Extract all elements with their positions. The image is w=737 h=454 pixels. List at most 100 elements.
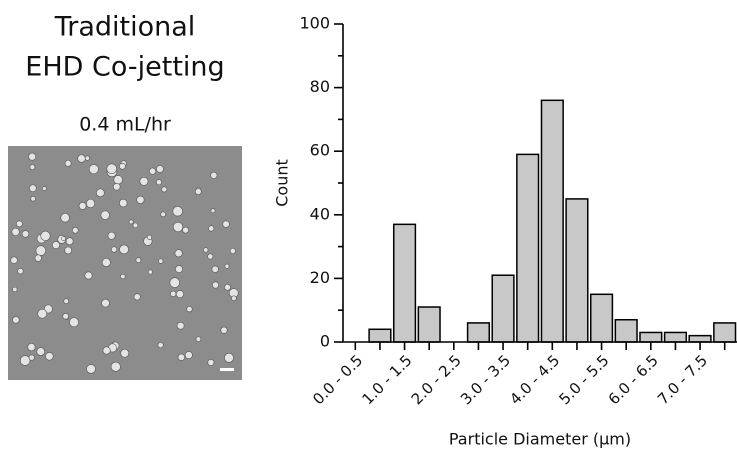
particle (224, 352, 234, 363)
x-tick-label: 2.0 - 2.5 (408, 351, 465, 408)
particle (61, 236, 66, 241)
y-tick-label: 20 (310, 268, 330, 287)
particle (36, 347, 45, 356)
particle (60, 213, 70, 223)
particle (155, 179, 162, 186)
particle (110, 246, 118, 253)
particle (86, 364, 96, 374)
bar (639, 331, 663, 343)
particle (11, 227, 20, 236)
panel-title-line: EHD Co-jetting (25, 52, 224, 83)
particle (40, 230, 51, 241)
particle (107, 231, 116, 240)
particle (112, 183, 121, 191)
x-tick-label: 6.0 - 6.5 (605, 351, 662, 408)
particle (113, 175, 123, 185)
x-tick-label: 0.0 - 0.5 (309, 351, 366, 408)
particle (220, 326, 228, 334)
particle (35, 245, 46, 256)
particle (169, 277, 180, 288)
particle (195, 336, 202, 342)
particle (19, 355, 31, 366)
bar (614, 318, 638, 343)
particle (69, 317, 79, 328)
particle (172, 221, 184, 233)
x-tick-label: 1.0 - 1.5 (359, 351, 416, 408)
particle (29, 184, 37, 192)
bar (516, 153, 540, 343)
panel-caption: 0.4 mL/hr (79, 114, 171, 136)
particle (27, 343, 36, 352)
particle (101, 258, 111, 267)
particle (174, 249, 183, 258)
particle (119, 198, 128, 208)
bar (491, 274, 515, 343)
particle (182, 226, 189, 234)
particle (100, 210, 110, 220)
y-axis-label: Count (273, 159, 292, 207)
particle (120, 273, 126, 280)
sem-image (8, 146, 242, 380)
particle (84, 271, 93, 280)
particle (212, 281, 219, 289)
particle (177, 353, 186, 361)
particle (62, 313, 69, 320)
particle (176, 321, 185, 330)
x-tick-label: 3.0 - 3.5 (457, 351, 514, 408)
bar (589, 293, 614, 343)
particle (86, 198, 96, 208)
particle (96, 188, 105, 198)
particle (229, 247, 236, 254)
y-tick-label: 0 (320, 332, 330, 351)
particle (64, 159, 72, 167)
particle (184, 351, 193, 360)
y-tick-label: 40 (310, 204, 330, 223)
particle (45, 352, 54, 361)
particle (101, 298, 110, 308)
particle (208, 225, 215, 232)
particle (172, 206, 183, 217)
particle (156, 165, 164, 173)
particle (161, 186, 168, 193)
particle (29, 164, 36, 171)
particle (136, 195, 145, 204)
particle (224, 263, 230, 269)
particle (194, 188, 202, 195)
particle (34, 254, 42, 262)
particle (135, 257, 142, 263)
particle (175, 265, 183, 273)
particle (77, 154, 86, 163)
particle (175, 290, 184, 299)
particle (15, 220, 23, 228)
particle (211, 265, 219, 273)
particle (12, 316, 20, 324)
particle (146, 234, 153, 240)
particle (21, 230, 30, 238)
panel-title-line: Traditional (54, 12, 196, 43)
particle (102, 346, 111, 355)
y-tick-label: 60 (310, 141, 330, 160)
particle (88, 164, 99, 175)
particle (106, 163, 117, 174)
x-axis-label: Particle Diameter (μm) (449, 430, 631, 449)
y-tick-label: 80 (310, 77, 330, 96)
particle (28, 152, 37, 161)
particle (133, 293, 141, 301)
particle (17, 268, 24, 275)
bar (663, 331, 688, 343)
particle (149, 167, 157, 175)
bar (688, 334, 712, 343)
particle (186, 305, 193, 313)
particle (207, 253, 214, 260)
particle (42, 186, 47, 191)
particle (170, 290, 177, 298)
particle (37, 308, 48, 319)
particle (132, 222, 139, 229)
bar (713, 322, 737, 343)
x-tick-label: 4.0 - 4.5 (506, 351, 563, 408)
particle (210, 208, 216, 214)
particle (120, 348, 130, 358)
particle (222, 220, 230, 228)
particle (128, 219, 134, 225)
